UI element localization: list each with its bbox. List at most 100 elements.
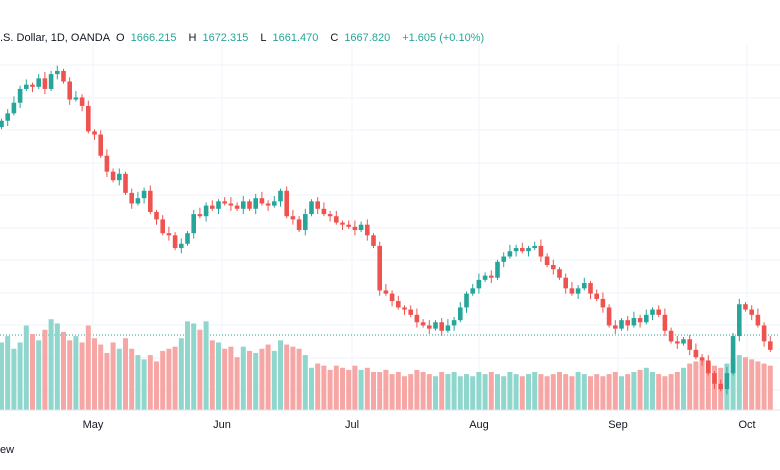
candle-body: [352, 226, 358, 230]
candle: [681, 337, 686, 346]
volume-bar: [457, 376, 463, 410]
candle: [352, 220, 358, 236]
volume-bar: [476, 372, 482, 410]
candle: [117, 168, 122, 186]
volume-bar: [569, 376, 575, 410]
volume-bar: [116, 348, 122, 410]
candle-body: [544, 256, 550, 265]
volume-bar: [85, 325, 91, 410]
candle-body: [420, 322, 426, 326]
symbol-header: .S. Dollar, 1D, OANDA O 1666.215 H 1672.315 L…: [0, 32, 490, 44]
volume-bar: [147, 355, 153, 410]
open-label: O: [116, 32, 125, 44]
footer-link[interactable]: ew: [0, 444, 15, 456]
volume-bar: [222, 348, 228, 410]
candle: [458, 302, 463, 323]
high-label: H: [188, 32, 197, 44]
volume-bar: [513, 374, 519, 410]
low-label: L: [260, 32, 267, 44]
candle: [247, 199, 252, 211]
volume-bar: [0, 342, 4, 410]
candle-body: [383, 290, 389, 294]
candle: [141, 187, 147, 204]
candle-body: [86, 105, 91, 132]
candle: [203, 202, 209, 222]
volume-bar: [668, 374, 674, 410]
candle: [445, 319, 451, 333]
volume-bar: [17, 342, 23, 410]
candle: [73, 91, 79, 102]
volume-bar: [358, 369, 364, 410]
candle: [606, 304, 612, 328]
candle: [482, 272, 488, 282]
volume-bar: [284, 344, 290, 410]
candle-body: [396, 301, 401, 308]
volume-bar: [278, 340, 283, 410]
x-tick-label: Jun: [213, 419, 231, 431]
volume-bar: [315, 363, 321, 410]
candle: [340, 220, 345, 230]
candle: [613, 320, 618, 334]
volume-bar: [730, 359, 736, 410]
volume-bar: [48, 319, 54, 410]
candle-body: [619, 320, 624, 329]
volume-bar: [681, 367, 686, 410]
candle: [284, 186, 289, 219]
candle: [699, 354, 705, 366]
candle: [408, 305, 413, 317]
candle: [563, 273, 568, 294]
volume-bar: [135, 355, 141, 410]
volume-bar: [42, 329, 48, 410]
candle: [334, 210, 339, 225]
candle: [296, 216, 302, 233]
candle: [129, 188, 134, 209]
candle: [24, 79, 29, 92]
candle-body: [706, 360, 711, 374]
candle-body: [42, 78, 48, 89]
candle: [172, 232, 178, 251]
volume-bar: [693, 361, 699, 410]
candle-body: [340, 222, 345, 225]
volume-bar: [234, 357, 240, 410]
volume-bar: [209, 340, 215, 410]
candle-body: [551, 265, 556, 270]
candle: [210, 200, 215, 211]
candle: [600, 292, 606, 313]
candle-body: [11, 102, 17, 114]
candle: [712, 371, 717, 390]
volume-bar: [216, 342, 221, 410]
symbol-name[interactable]: .S. Dollar, 1D, OANDA: [0, 32, 111, 44]
candle: [730, 332, 736, 376]
candle: [755, 308, 761, 328]
candle: [476, 273, 482, 294]
volume-bar: [402, 376, 407, 410]
candle: [569, 281, 575, 296]
low-value: 1661.470: [272, 32, 319, 44]
candle: [706, 355, 711, 376]
candle: [377, 241, 382, 296]
candle: [619, 318, 624, 331]
candle-body: [495, 261, 500, 278]
volume-bar: [755, 361, 761, 410]
candle: [687, 335, 692, 356]
volume-bar: [123, 338, 128, 410]
volume-bar: [408, 374, 414, 410]
volume-bar: [327, 369, 333, 410]
volume-bar: [240, 346, 246, 410]
candle: [656, 305, 661, 317]
candle: [179, 238, 184, 254]
candle: [724, 366, 730, 395]
candle-body: [625, 320, 630, 326]
candle-body: [253, 198, 258, 209]
volume-bar: [767, 365, 773, 410]
volume-bar: [426, 374, 432, 410]
volume-bar: [271, 350, 277, 410]
candle-body: [30, 84, 35, 87]
candle-body: [160, 219, 165, 234]
volume-bar: [110, 342, 116, 410]
volume-bar: [507, 372, 513, 410]
candle-body: [637, 318, 643, 323]
candle-body: [129, 192, 134, 204]
